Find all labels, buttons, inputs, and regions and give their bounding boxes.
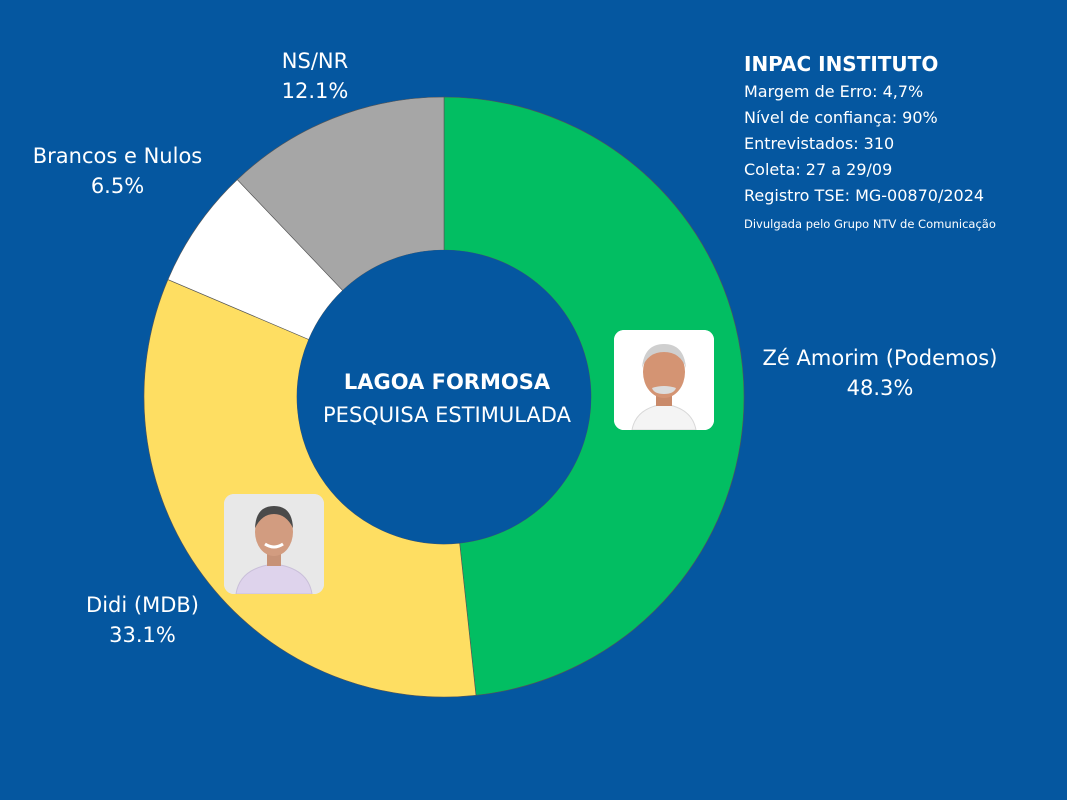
label-brancos-nulos-value: 6.5% bbox=[90, 174, 145, 198]
ze-amorim-photo bbox=[614, 330, 714, 430]
label-brancos-nulos: Brancos e Nulos 6.5% bbox=[20, 141, 215, 201]
confidence-level: Nível de confiança: 90% bbox=[744, 108, 938, 127]
label-ns-nr: NS/NR 12.1% bbox=[245, 46, 385, 106]
error-margin: Margem de Erro: 4,7% bbox=[744, 82, 924, 101]
label-ns-nr-value: 12.1% bbox=[281, 79, 349, 103]
label-ze-amorim-name: Zé Amorim (Podemos) bbox=[762, 346, 998, 370]
collection-dates: Coleta: 27 a 29/09 bbox=[744, 160, 893, 179]
institute-name: INPAC INSTITUTO bbox=[744, 52, 939, 76]
tse-registry: Registro TSE: MG-00870/2024 bbox=[744, 186, 985, 205]
poll-info-panel: INPAC INSTITUTO Margem de Erro: 4,7% Nív… bbox=[744, 50, 1054, 233]
label-ns-nr-name: NS/NR bbox=[281, 49, 349, 73]
publisher-credit: Divulgada pelo Grupo NTV de Comunicação bbox=[744, 217, 996, 231]
chart-subtitle: PESQUISA ESTIMULADA bbox=[323, 403, 571, 427]
label-ze-amorim: Zé Amorim (Podemos) 48.3% bbox=[740, 343, 1020, 403]
didi-photo bbox=[224, 494, 324, 594]
label-brancos-nulos-name: Brancos e Nulos bbox=[32, 144, 203, 168]
label-ze-amorim-value: 48.3% bbox=[846, 376, 914, 400]
label-didi: Didi (MDB) 33.1% bbox=[40, 590, 245, 650]
donut-hole bbox=[297, 250, 591, 544]
interviewed-count: Entrevistados: 310 bbox=[744, 134, 895, 153]
chart-title: LAGOA FORMOSA bbox=[343, 370, 551, 394]
label-didi-name: Didi (MDB) bbox=[86, 593, 199, 617]
label-didi-value: 33.1% bbox=[109, 623, 176, 647]
